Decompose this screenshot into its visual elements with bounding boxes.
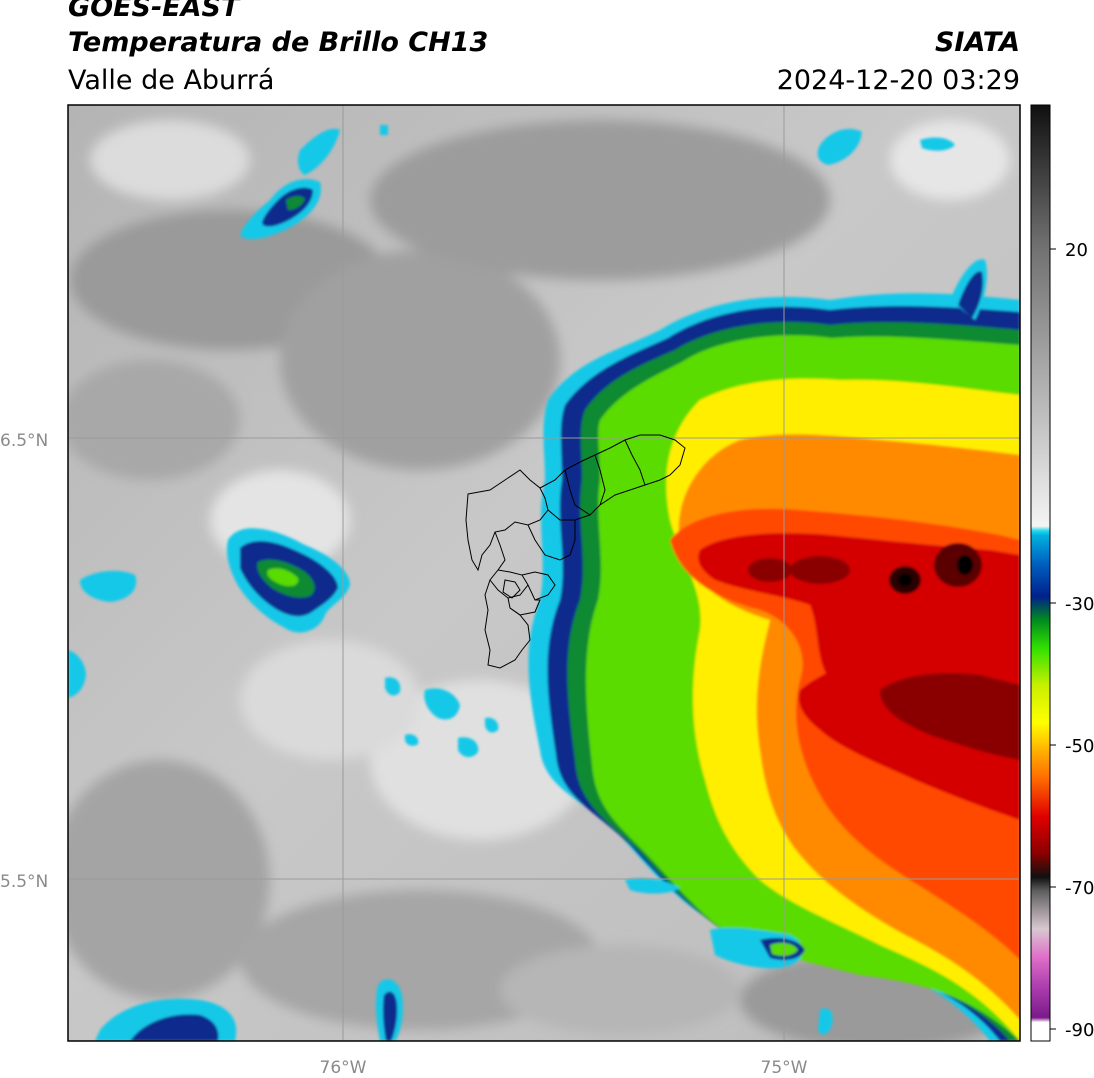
colorbar-tick-label: -50 bbox=[1065, 736, 1094, 757]
organization-label: SIATA bbox=[934, 27, 1020, 58]
graticule bbox=[68, 105, 1020, 1041]
colorbar-tick-label: 20 bbox=[1065, 240, 1088, 261]
colorbar-frame bbox=[1030, 104, 1051, 1042]
colorbar-tick-label: -30 bbox=[1065, 594, 1094, 615]
imagery-layer bbox=[68, 105, 1020, 1041]
region-subtitle: Valle de Aburrá bbox=[68, 65, 275, 96]
colorbar: 20 -30 -50 -70 -90 bbox=[1030, 104, 1094, 1042]
municipal-boundaries bbox=[465, 434, 686, 669]
product-title: Temperatura de Brillo CH13 bbox=[68, 27, 489, 58]
lon-label-75w: 75°W bbox=[761, 1058, 808, 1078]
lat-label-6-5: 6.5°N bbox=[0, 431, 48, 451]
satellite-title: GOES-EAST bbox=[68, 0, 240, 23]
map-frame bbox=[67, 104, 1021, 1042]
colorbar-tick-label: -70 bbox=[1065, 878, 1094, 899]
colorbar-gradient bbox=[1031, 105, 1050, 1041]
colorbar-tick-label: -90 bbox=[1065, 1020, 1094, 1041]
lat-label-5-5: 5.5°N bbox=[0, 872, 48, 892]
lon-label-76w: 76°W bbox=[320, 1058, 367, 1078]
datetime-label: 2024-12-20 03:29 bbox=[776, 65, 1020, 96]
